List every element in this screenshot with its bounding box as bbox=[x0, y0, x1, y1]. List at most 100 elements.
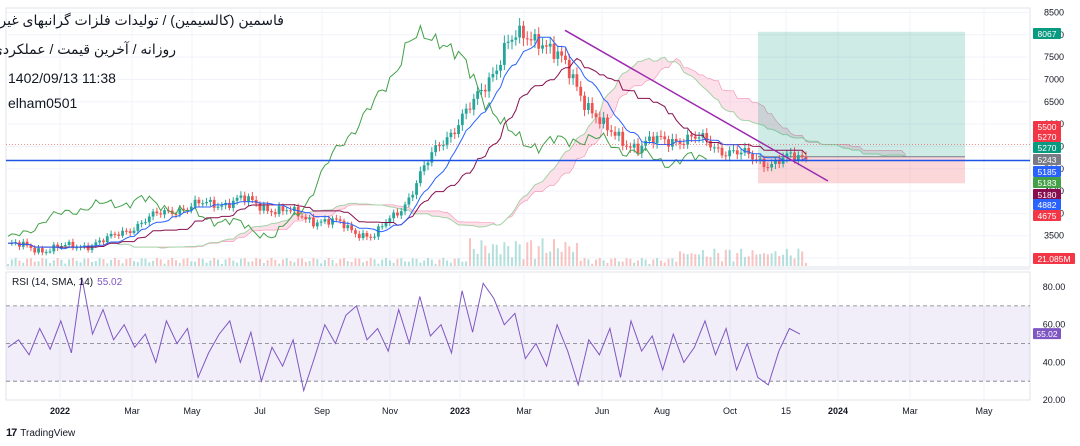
candle-body bbox=[724, 155, 728, 157]
candle-body bbox=[281, 206, 285, 212]
volume-bar bbox=[91, 262, 93, 266]
volume-bar bbox=[266, 260, 269, 266]
candle-body bbox=[56, 244, 60, 248]
candle-body bbox=[392, 212, 396, 219]
volume-bar bbox=[45, 258, 48, 266]
tradingview-brand[interactable]: 17 TradingView bbox=[6, 427, 75, 439]
candle-body bbox=[796, 155, 800, 161]
candle-body bbox=[338, 219, 342, 221]
volume-bar bbox=[453, 258, 456, 266]
candle-body bbox=[678, 141, 682, 144]
candle-body bbox=[602, 117, 606, 125]
candle-body bbox=[117, 234, 121, 236]
candle-body bbox=[567, 59, 571, 79]
volume-bar bbox=[129, 258, 132, 266]
candle-body bbox=[468, 108, 472, 110]
volume-bar bbox=[472, 248, 475, 266]
volume-bar bbox=[572, 251, 575, 266]
price-label-text: 5270 bbox=[1038, 143, 1057, 153]
candle-body bbox=[770, 163, 774, 168]
price-label-bg bbox=[1033, 177, 1061, 188]
price-label-bg bbox=[1033, 166, 1061, 177]
price-label-text: 5180 bbox=[1038, 190, 1057, 200]
volume-bar bbox=[327, 258, 330, 266]
volume-bar bbox=[743, 257, 746, 266]
candle-body bbox=[670, 138, 674, 147]
candle-body bbox=[732, 150, 735, 152]
x-tick-label: Sep bbox=[314, 406, 330, 416]
candle-body bbox=[361, 233, 365, 239]
candle-body bbox=[266, 205, 270, 212]
candle-body bbox=[529, 39, 533, 41]
candle-body bbox=[449, 132, 453, 138]
candle-body bbox=[789, 152, 793, 154]
candle-body bbox=[625, 145, 628, 147]
price-label-bg bbox=[1033, 199, 1061, 210]
main-pane[interactable] bbox=[5, 7, 1031, 268]
volume-bar bbox=[446, 260, 449, 266]
volume-bar bbox=[522, 259, 525, 266]
candle-body bbox=[663, 136, 667, 140]
volume-bar bbox=[633, 262, 636, 266]
x-tick-label: Mar bbox=[902, 406, 918, 416]
volume-bar bbox=[740, 248, 743, 266]
volume-bar bbox=[52, 260, 55, 266]
candle-body bbox=[552, 43, 556, 59]
volume-bar bbox=[541, 238, 544, 266]
volume-bar bbox=[155, 258, 158, 266]
volume-bar bbox=[721, 261, 723, 266]
volume-bar bbox=[736, 252, 739, 266]
rsi-pane[interactable] bbox=[5, 271, 1031, 401]
volume-bar bbox=[507, 246, 510, 266]
volume-bar bbox=[152, 260, 155, 266]
volume-bar bbox=[526, 242, 529, 266]
candle-body bbox=[502, 42, 506, 65]
volume-bar bbox=[385, 258, 387, 266]
candle-body bbox=[510, 39, 514, 42]
candle-body bbox=[415, 183, 418, 195]
volume-bar bbox=[553, 239, 555, 266]
candle-body bbox=[686, 134, 690, 145]
volume-bar bbox=[186, 258, 189, 266]
candle-body bbox=[258, 203, 262, 211]
volume-bar bbox=[56, 258, 59, 266]
candle-body bbox=[94, 242, 98, 246]
candle-body bbox=[147, 216, 151, 223]
volume-bar bbox=[167, 259, 170, 266]
volume-bar bbox=[503, 242, 506, 266]
volume-bar bbox=[709, 257, 712, 266]
candle-body bbox=[151, 211, 155, 217]
candle-body bbox=[636, 143, 640, 154]
volume-bar bbox=[102, 259, 105, 266]
volume-bar bbox=[617, 261, 620, 266]
volume-bar bbox=[419, 262, 422, 266]
volume-bar bbox=[537, 246, 540, 266]
volume-bar bbox=[614, 258, 617, 266]
volume-bar bbox=[178, 262, 181, 266]
candle-body bbox=[758, 158, 762, 160]
candle-body bbox=[426, 162, 430, 166]
volume-bar bbox=[484, 245, 487, 266]
candle-body bbox=[506, 41, 510, 43]
volume-bar bbox=[465, 261, 468, 266]
candle-body bbox=[800, 155, 804, 157]
candle-body bbox=[98, 240, 102, 243]
volume-bar bbox=[133, 261, 135, 266]
candle-body bbox=[777, 159, 781, 164]
volume-bar bbox=[423, 260, 426, 266]
volume-bar bbox=[354, 258, 357, 266]
volume-bar bbox=[499, 254, 502, 266]
price-tick-label: 8500 bbox=[1044, 7, 1064, 17]
volume-bar bbox=[411, 258, 414, 266]
candle-body bbox=[464, 108, 468, 114]
candle-body bbox=[495, 70, 499, 75]
price-label-text: 4882 bbox=[1038, 200, 1057, 210]
candle-body bbox=[655, 135, 659, 144]
candle-body bbox=[243, 195, 247, 202]
rsi-legend[interactable]: RSI (14, SMA, 14) 55.02 bbox=[12, 277, 122, 288]
candle-body bbox=[499, 64, 502, 71]
rsi-value-label-bg bbox=[1033, 328, 1061, 340]
candle-body bbox=[457, 125, 460, 135]
volume-bar bbox=[575, 242, 578, 266]
